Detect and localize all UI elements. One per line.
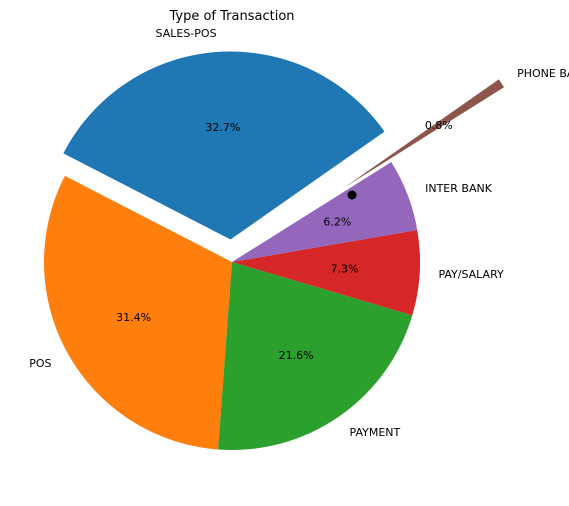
label-payment: PAYMENT [350, 426, 401, 439]
label-pay-salary: PAY/SALARY [438, 268, 504, 281]
percent-label-inter-bank: 6.2% [323, 216, 351, 229]
percent-label-sales-pos: 32.7% [205, 121, 240, 134]
label-sales-pos: SALES-POS [156, 27, 217, 40]
pie-slices [44, 51, 505, 450]
label-pos: POS [29, 357, 51, 370]
percent-label-phone-bank: 0.8% [425, 119, 453, 132]
marker-dot [347, 190, 357, 200]
slice-pay-salary [232, 230, 420, 316]
slice-pos [44, 175, 233, 450]
chart-title: Type of Transaction [168, 9, 294, 24]
label-inter-bank: INTER BANK [425, 182, 493, 195]
slice-sales-pos [63, 51, 385, 240]
slice-inter-bank [232, 162, 418, 262]
percent-label-payment: 21.6% [279, 349, 314, 362]
percent-label-pay-salary: 7.3% [331, 263, 359, 276]
slice-phone-bank [344, 79, 505, 188]
label-phone-bank: PHONE BANK [517, 67, 569, 80]
slice-payment [218, 262, 413, 450]
pie-labels: SALES-POS 32.7% POS 31.4% PAYMENT 21.6% PAY/SA… [29, 27, 569, 439]
percent-label-pos: 31.4% [116, 311, 151, 324]
